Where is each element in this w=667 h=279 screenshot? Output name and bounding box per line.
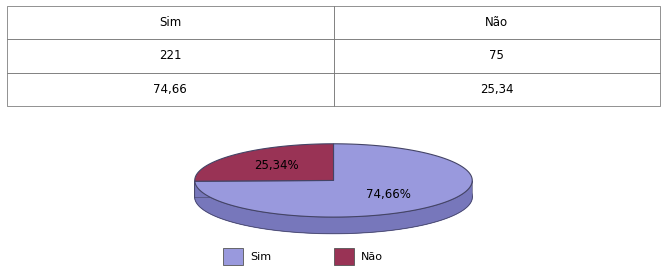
Text: Não: Não <box>362 252 384 262</box>
Polygon shape <box>195 144 472 217</box>
Text: Sim: Sim <box>250 252 271 262</box>
Bar <box>223 248 243 265</box>
Polygon shape <box>195 144 334 181</box>
Bar <box>334 248 354 265</box>
Text: 25,34%: 25,34% <box>253 159 298 172</box>
Text: 74,66%: 74,66% <box>366 188 410 201</box>
Polygon shape <box>195 181 334 198</box>
Polygon shape <box>195 181 472 234</box>
Polygon shape <box>195 160 472 234</box>
